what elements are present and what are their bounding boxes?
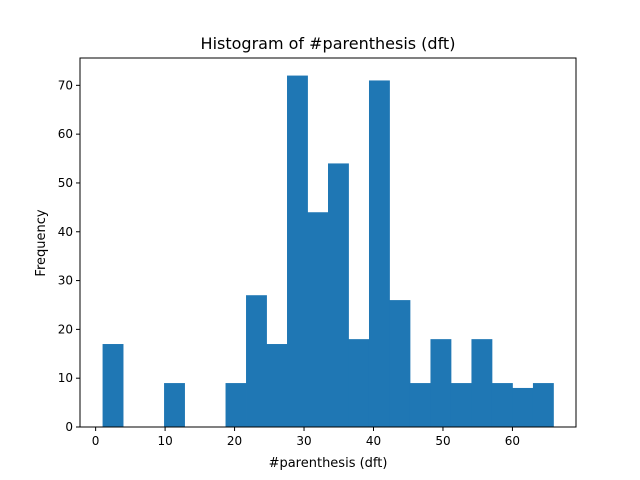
x-tick-label: 20 [227,434,242,448]
y-tick-label: 70 [58,78,73,92]
bars-group [102,75,554,428]
chart-title: Histogram of #parenthesis (dft) [201,34,456,53]
y-tick-label: 20 [58,322,73,336]
y-tick-label: 0 [65,420,73,434]
x-tick-label: 10 [157,434,172,448]
histogram-bar [471,339,493,427]
histogram-bar [328,163,349,427]
histogram-bar [164,383,185,427]
y-tick-label: 30 [58,274,73,288]
histogram-bar [532,383,554,427]
y-tick-label: 10 [58,371,73,385]
histogram-bar [389,300,411,427]
y-tick-label: 50 [58,176,73,190]
y-axis-ticks: 0 10 20 30 40 50 60 70 [58,78,80,434]
x-tick-label: 40 [366,434,381,448]
histogram-bar [266,344,288,427]
histogram-bar [102,344,124,427]
histogram-bar [307,212,329,427]
histogram-bar [409,383,431,427]
x-tick-label: 60 [505,434,520,448]
histogram-bar [368,80,390,427]
histogram-bar [246,295,267,427]
y-tick-label: 40 [58,225,73,239]
plot-frame [79,57,577,428]
histogram-bar [225,383,247,427]
y-axis-label: Frequency [34,209,49,276]
x-tick-label: 30 [296,434,311,448]
histogram-bar [450,383,472,427]
y-tick-label: 60 [58,127,73,141]
x-axis-ticks: 0 10 20 30 40 50 60 [92,427,520,448]
histogram-bar [348,339,370,427]
histogram-bar [491,383,513,427]
x-tick-label: 0 [92,434,100,448]
histogram-bar [287,75,308,428]
histogram-bar [512,387,534,427]
x-tick-label: 50 [435,434,450,448]
histogram-bar [430,339,452,427]
x-axis-label: #parenthesis (dft) [269,456,388,471]
